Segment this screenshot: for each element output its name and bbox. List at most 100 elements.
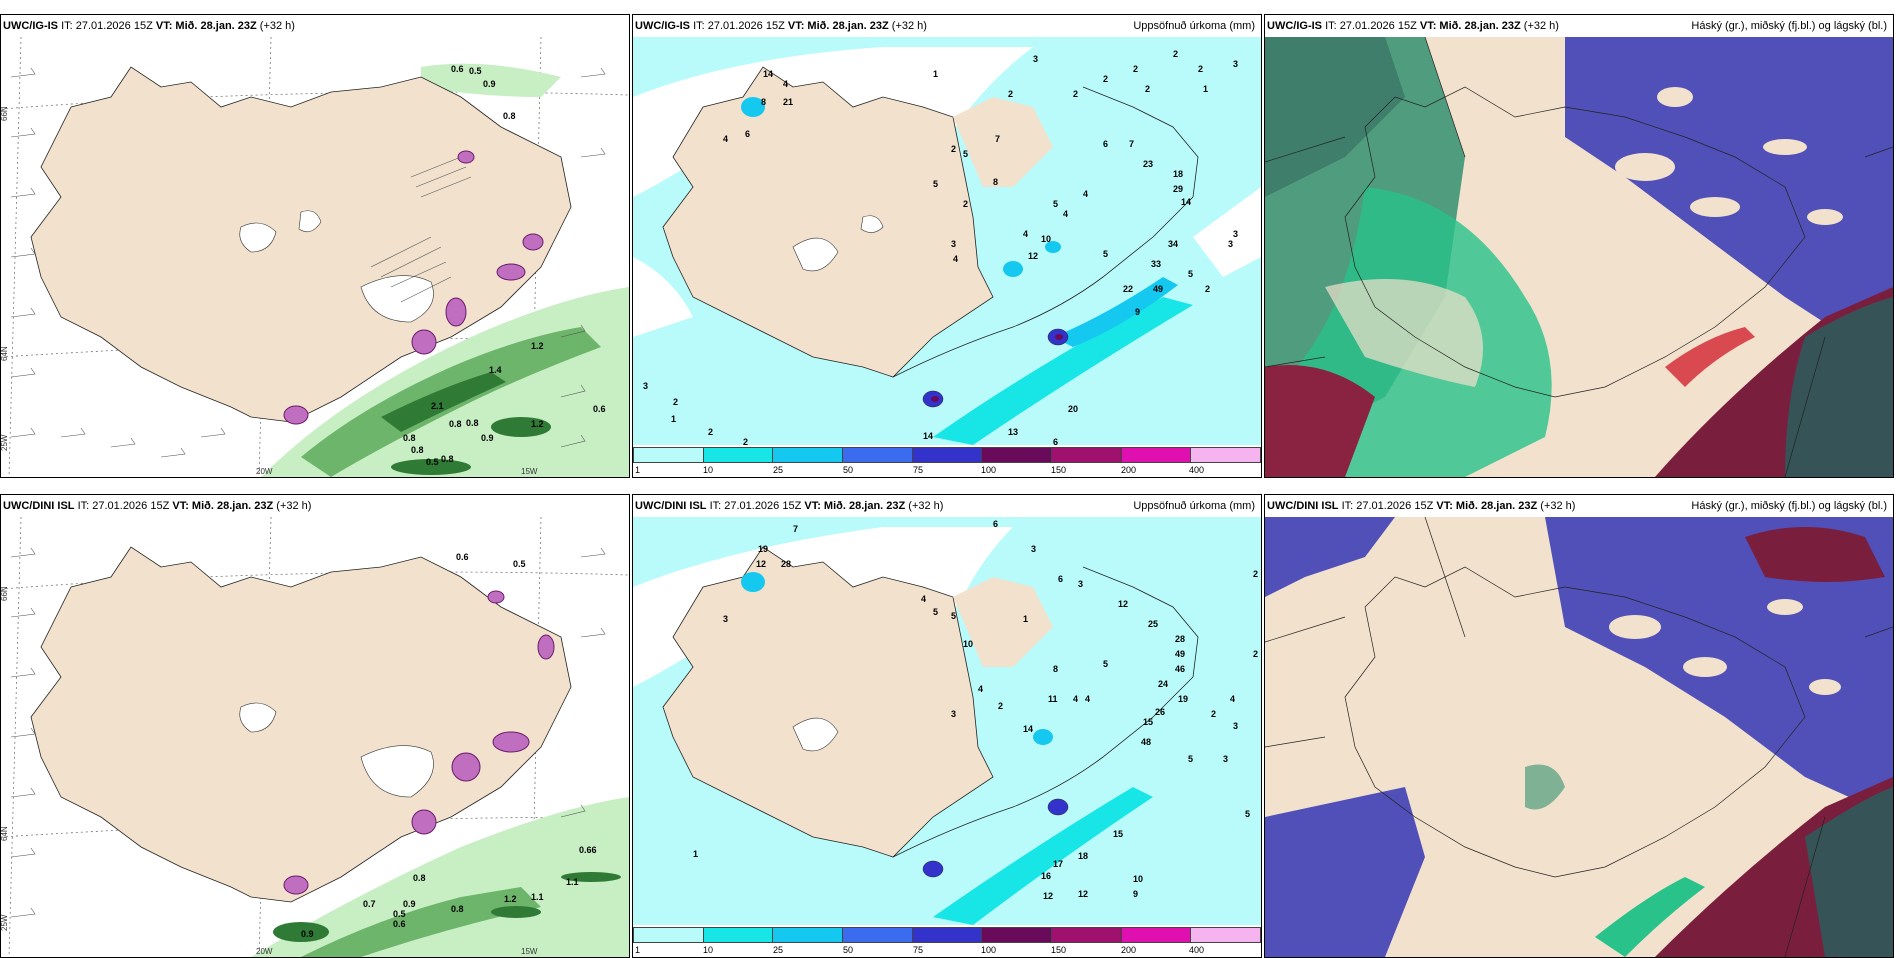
valid-time: Mið. 28.jan. 23Z: [1455, 500, 1538, 512]
precip-value: 33: [1151, 259, 1161, 269]
precip-value: 7: [995, 134, 1000, 144]
precip-value: 3: [951, 709, 956, 719]
init-time: IT: 27.01.2026 15Z: [709, 500, 802, 512]
precip-value: 1: [671, 414, 676, 424]
wind-label: 0.66: [579, 845, 597, 855]
valid-time-label: VT:: [172, 500, 189, 512]
valid-time-label: VT:: [787, 20, 805, 32]
colorbar-label: 150: [1051, 945, 1067, 955]
precip-value: 10: [1133, 874, 1143, 884]
precip-value: 4: [1023, 229, 1028, 239]
precip-value: 2: [951, 144, 956, 154]
precip-value: 29: [1173, 184, 1183, 194]
precip-value: 8: [993, 177, 998, 187]
precip-value: 4: [1083, 189, 1088, 199]
precip-value: 5: [933, 607, 938, 617]
wind-label: 0.5: [393, 909, 406, 919]
precip-value: 9: [1135, 307, 1140, 317]
precip-value: 22: [1123, 284, 1133, 294]
wind-label: 0.8: [411, 445, 424, 455]
precip-value: 14: [1023, 724, 1033, 734]
valid-time: Mið. 28.jan. 23Z: [175, 20, 257, 32]
precip-value: 12: [1043, 891, 1053, 901]
colorbar-swatch: [1190, 927, 1261, 943]
precip-value: 7: [1129, 139, 1134, 149]
precip-colorbar: 1 10 25 50 75 100 150 200 400: [633, 927, 1261, 957]
precip-value: 3: [723, 614, 728, 624]
colorbar-label: 1: [635, 465, 641, 475]
precip-value: 5: [1103, 249, 1108, 259]
precip-value: 1: [1203, 84, 1208, 94]
precip-value: 28: [1175, 634, 1185, 644]
panel-wind-igis: UWC/IG-IS IT: 27.01.2026 15Z VT: Mið. 28…: [0, 14, 630, 478]
precip-value: 2: [673, 397, 678, 407]
cloud-map[interactable]: [1265, 517, 1893, 957]
colorbar-label: 400: [1189, 465, 1205, 475]
precip-value: 12: [1118, 599, 1128, 609]
precip-value: 9: [1133, 889, 1138, 899]
wind-label: 0.9: [483, 79, 496, 89]
precip-value: 4: [1230, 694, 1235, 704]
precip-value: 3: [643, 381, 648, 391]
precip-value: 16: [1041, 871, 1051, 881]
colorbar-label: 25: [773, 465, 784, 475]
valid-time-label: VT:: [1419, 20, 1437, 32]
panel-clouds-igis: UWC/IG-IS IT: 27.01.2026 15Z VT: Mið. 28…: [1264, 14, 1894, 478]
wind-label: 0.9: [403, 899, 416, 909]
precip-value: 4: [953, 254, 958, 264]
wind-label: 1.2: [504, 894, 517, 904]
lead-time: (+32 h): [891, 20, 927, 32]
precip-value: 5: [1053, 199, 1058, 209]
precip-value: 46: [1175, 664, 1185, 674]
precip-value: 28: [781, 559, 791, 569]
colorbar-label: 150: [1051, 465, 1067, 475]
precip-value: 23: [1143, 159, 1153, 169]
precip-value: 2: [1173, 49, 1178, 59]
precip-value: 4: [783, 79, 788, 89]
wind-label: 0.8: [503, 111, 516, 121]
precip-value: 5: [933, 179, 938, 189]
valid-time: Mið. 28.jan. 23Z: [1439, 20, 1521, 32]
precip-value: 7: [793, 524, 798, 534]
wind-map[interactable]: 0.6 0.5 0.66 1.1 0.7 0.9 0.8 0.5 0.6 0.8…: [1, 517, 629, 957]
precip-value: 4: [723, 134, 728, 144]
map-svg-precip-dini: 7 6 3 19 12 28 3 4 5 5 10 1 6 3 3 4 8 2 …: [633, 517, 1261, 925]
wind-label: 1.2: [531, 341, 544, 351]
precip-value: 10: [963, 639, 973, 649]
precip-value: 2: [998, 701, 1003, 711]
precip-value: 4: [1063, 209, 1068, 219]
precip-value: 3: [1233, 721, 1238, 731]
precip-value: 3: [1223, 754, 1228, 764]
precip-value: 26: [1155, 707, 1165, 717]
precip-value: 4: [921, 594, 926, 604]
colorbar-swatch: [911, 447, 982, 463]
map-svg-clouds: [1265, 37, 1893, 477]
lon-label: 15W: [521, 467, 538, 476]
colorbar-label: 200: [1121, 465, 1137, 475]
precip-value: 20: [1068, 404, 1078, 414]
precip-value: 48: [1141, 737, 1151, 747]
lead-time: (+32 h): [276, 500, 312, 512]
precip-value: 3: [1033, 54, 1038, 64]
wind-map[interactable]: 0.6 0.5 0.9 0.8 1.2 1.4 2.1 0.8 0.8 0.8 …: [1, 37, 629, 477]
precip-value: 2: [1205, 284, 1210, 294]
colorbar-label: 50: [843, 945, 854, 955]
map-svg-precip: 1 2 3 2 2 3 2 2 2 1 2 14 4 21 8 6 4 2 5 …: [633, 37, 1261, 445]
precip-map[interactable]: 7 6 3 19 12 28 3 4 5 5 10 1 6 3 3 4 8 2 …: [633, 517, 1261, 925]
precip-value: 5: [1103, 659, 1108, 669]
colorbar-swatch: [702, 927, 773, 943]
precip-map[interactable]: 1 2 3 2 2 3 2 2 2 1 2 14 4 21 8 6 4 2 5 …: [633, 37, 1261, 445]
precip-value: 2: [1133, 64, 1138, 74]
precip-value: 24: [1158, 679, 1168, 689]
precip-value: 49: [1153, 284, 1163, 294]
precip-value: 12: [756, 559, 766, 569]
panel-header: UWC/DINI ISL IT: 27.01.2026 15Z VT: Mið.…: [633, 495, 1261, 517]
precip-value: 1: [693, 849, 698, 859]
precip-value: 5: [1245, 809, 1250, 819]
precip-value: 5: [1188, 269, 1193, 279]
panel-precip-igis: UWC/IG-IS IT: 27.01.2026 15Z VT: Mið. 28…: [632, 14, 1262, 478]
wind-label: 2.1: [431, 401, 444, 411]
precip-value: 10: [1041, 234, 1051, 244]
wind-label: 0.8: [403, 433, 416, 443]
cloud-map[interactable]: [1265, 37, 1893, 477]
